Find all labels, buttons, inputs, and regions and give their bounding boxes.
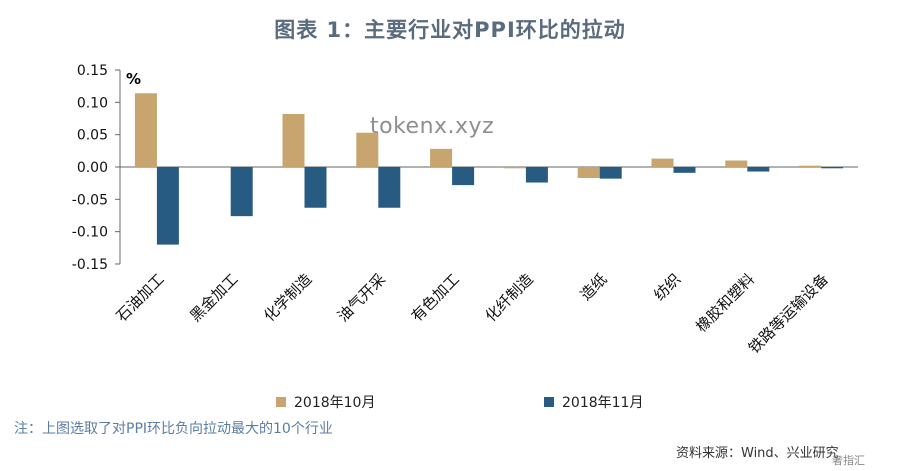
legend-item-nov: 2018年11月 [544,392,643,412]
bar-nov [525,167,548,183]
bar-nov [452,167,475,186]
x-tick-label: 橡胶和塑料 [692,270,758,336]
legend-item-oct: 2018年10月 [276,392,375,412]
y-tick-label: 0.10 [77,95,108,111]
bar-nov [747,167,770,172]
bar-nov [156,167,179,245]
legend-label-oct: 2018年10月 [294,395,376,411]
y-tick-label: 0.00 [77,160,108,176]
legend-swatch-oct [276,397,286,407]
x-tick-label: 油气开采 [334,270,389,325]
chart-note: 注：上图选取了对PPI环比负向拉动最大的10个行业 [14,421,333,437]
y-tick-label: 0.05 [77,128,108,144]
corner-mark: 奢指汇 [832,454,865,467]
data-source: 资料来源：Wind、兴业研究 [676,446,839,461]
y-tick-label: -0.10 [72,225,108,241]
chart-bars [134,93,844,245]
y-tick-label: -0.15 [72,257,108,273]
x-tick-label: 化纤制造 [482,270,537,325]
x-tick-label: 铁路等运输设备 [745,270,832,357]
chart-title: 图表 1：主要行业对PPI环比的拉动 [274,18,626,42]
bar-nov [230,167,253,217]
bar-oct [651,158,674,167]
x-tick-label: 化学制造 [260,270,315,325]
x-tick-label: 石油加工 [113,270,168,325]
bar-nov [821,167,844,169]
bar-nov [378,167,401,208]
y-tick-label: 0.15 [77,63,108,79]
x-tick-label: 黑金加工 [186,270,241,325]
bar-nov [304,167,327,208]
bar-oct [503,167,526,169]
x-tick-label: 纺织 [650,270,684,304]
y-unit-label: % [126,70,141,88]
bar-oct [799,165,822,167]
bar-oct [725,160,748,167]
bar-oct [282,113,305,167]
x-tick-label: 造纸 [577,270,611,304]
legend-label-nov: 2018年11月 [562,395,644,411]
legend-swatch-nov [544,397,554,407]
bar-oct [134,93,157,167]
bar-nov [599,167,622,179]
bar-oct [430,148,453,167]
x-tick-label: 有色加工 [408,270,463,325]
y-tick-label: -0.05 [72,192,108,208]
bar-nov [673,167,696,173]
bar-oct [356,132,379,167]
bar-oct [577,167,600,178]
watermark-text: tokenx.xyz [370,114,495,139]
